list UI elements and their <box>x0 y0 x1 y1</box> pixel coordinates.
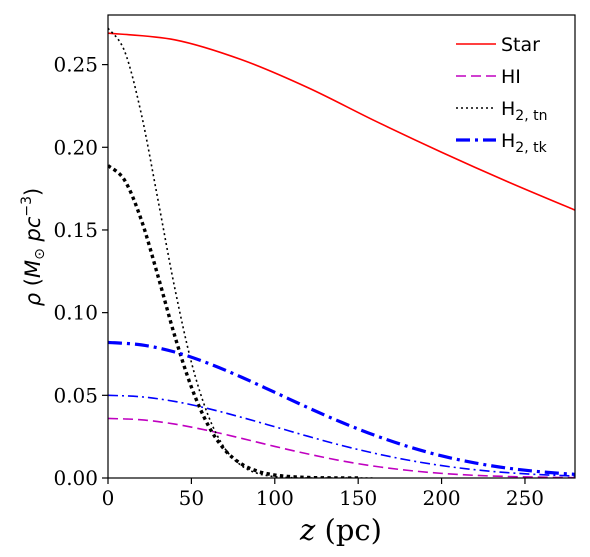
x-tick-label: 0 <box>102 486 115 510</box>
legend-label: H2, tk <box>501 130 548 156</box>
legend: Star HI H2, tn H2, tk <box>456 34 548 156</box>
y-tick-label: 0.00 <box>53 466 98 490</box>
y-axis-label: ρ (M⊙ pc−3) <box>19 188 48 306</box>
x-tick-label: 150 <box>339 486 377 510</box>
x-tick-label: 250 <box>506 486 544 510</box>
series-line-0 <box>108 32 575 211</box>
y-tick-label: 0.10 <box>53 301 98 325</box>
y-tick-label: 0.05 <box>53 383 98 407</box>
series-line-1 <box>108 417 575 478</box>
y-tick-label: 0.20 <box>53 135 98 159</box>
y-tick-label: 0.25 <box>53 53 98 77</box>
series-line-5 <box>108 394 575 477</box>
x-axis-label: z (pc) <box>299 513 382 547</box>
x-tick-label: 100 <box>256 486 294 510</box>
series-line-4 <box>108 340 575 476</box>
series-line-2 <box>108 27 375 478</box>
x-tick-label: 50 <box>179 486 204 510</box>
legend-label: Star <box>501 34 540 56</box>
plot-frame <box>107 14 576 479</box>
y-tick-label: 0.15 <box>53 218 98 242</box>
series-line-3 <box>108 164 359 478</box>
series-lines <box>108 27 575 478</box>
legend-label: HI <box>501 66 521 88</box>
y-axis: 0.00 0.05 0.10 0.15 0.20 0.25 <box>53 53 108 490</box>
x-axis: 0 50 100 150 200 250 <box>102 478 544 510</box>
legend-label: H2, tn <box>501 98 547 124</box>
x-tick-label: 200 <box>422 486 460 510</box>
